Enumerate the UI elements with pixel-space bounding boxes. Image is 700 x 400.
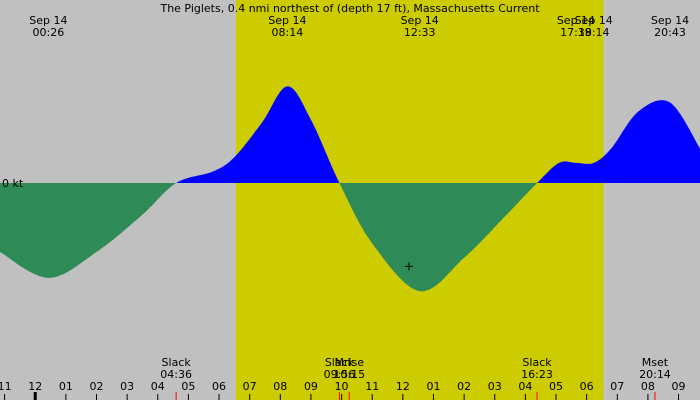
event-date-1: Sep 14 (268, 14, 306, 27)
hour-label-19: 06 (580, 380, 594, 393)
hour-label-14: 01 (426, 380, 440, 393)
event-clock-0: 04:36 (160, 368, 192, 381)
crosshair-marker (404, 262, 413, 271)
hour-label-13: 12 (396, 380, 410, 393)
now-marker (33, 392, 37, 400)
hour-label-7: 06 (212, 380, 226, 393)
event-date-4: Sep 14 (575, 14, 613, 27)
hour-label-3: 02 (89, 380, 103, 393)
hour-label-8: 07 (243, 380, 257, 393)
event-time-4: 18:14 (578, 26, 610, 39)
event-label-4: Mset (642, 356, 669, 369)
hour-label-16: 03 (488, 380, 502, 393)
event-clock-3: 16:23 (521, 368, 553, 381)
flood-area (0, 86, 700, 183)
event-label-3: Slack (522, 356, 552, 369)
hour-label-11: 10 (335, 380, 349, 393)
event-time-1: 08:14 (272, 26, 304, 39)
hour-label-17: 04 (518, 380, 532, 393)
event-label-1: Slack (325, 356, 355, 369)
event-clock-2: 10:15 (333, 368, 365, 381)
hour-label-22: 09 (672, 380, 686, 393)
event-time-2: 12:33 (404, 26, 436, 39)
hour-label-10: 09 (304, 380, 318, 393)
chart-title: The Piglets, 0.4 nmi northest of (depth … (159, 2, 540, 15)
event-date-3: Sep 14 (557, 14, 595, 27)
event-date-5: Sep 14 (651, 14, 689, 27)
zero-axis-label: 0 kt (2, 177, 24, 190)
hour-label-9: 08 (273, 380, 287, 393)
event-clock-4: 20:14 (639, 368, 671, 381)
event-time-0: 00:26 (33, 26, 65, 39)
event-label-0: Slack (162, 356, 192, 369)
hour-label-5: 04 (151, 380, 165, 393)
slack-moon-events: Slack04:36Slack09:56Mrise10:15Slack16:23… (160, 356, 671, 381)
hour-label-12: 11 (365, 380, 379, 393)
ebb-area (0, 183, 700, 292)
event-label-2: Mrise (334, 356, 364, 369)
hour-label-2: 01 (59, 380, 73, 393)
hour-label-20: 07 (610, 380, 624, 393)
event-time-3: 17:39 (560, 26, 592, 39)
hour-label-4: 03 (120, 380, 134, 393)
hour-label-18: 05 (549, 380, 563, 393)
hour-label-0: 11 (0, 380, 12, 393)
event-clock-1: 09:56 (324, 368, 356, 381)
current-area (0, 86, 700, 292)
hour-label-1: 12 (28, 380, 42, 393)
hour-label-6: 05 (181, 380, 195, 393)
hour-axis: 11 12 01 02 03 04 05 06 07 08 09 10 11 12 01 02 03 04 05 06… (0, 380, 686, 400)
event-date-2: Sep 14 (401, 14, 439, 27)
hour-label-21: 08 (641, 380, 655, 393)
event-date-0: Sep 14 (29, 14, 67, 27)
hour-label-15: 02 (457, 380, 471, 393)
event-time-5: 20:43 (654, 26, 686, 39)
